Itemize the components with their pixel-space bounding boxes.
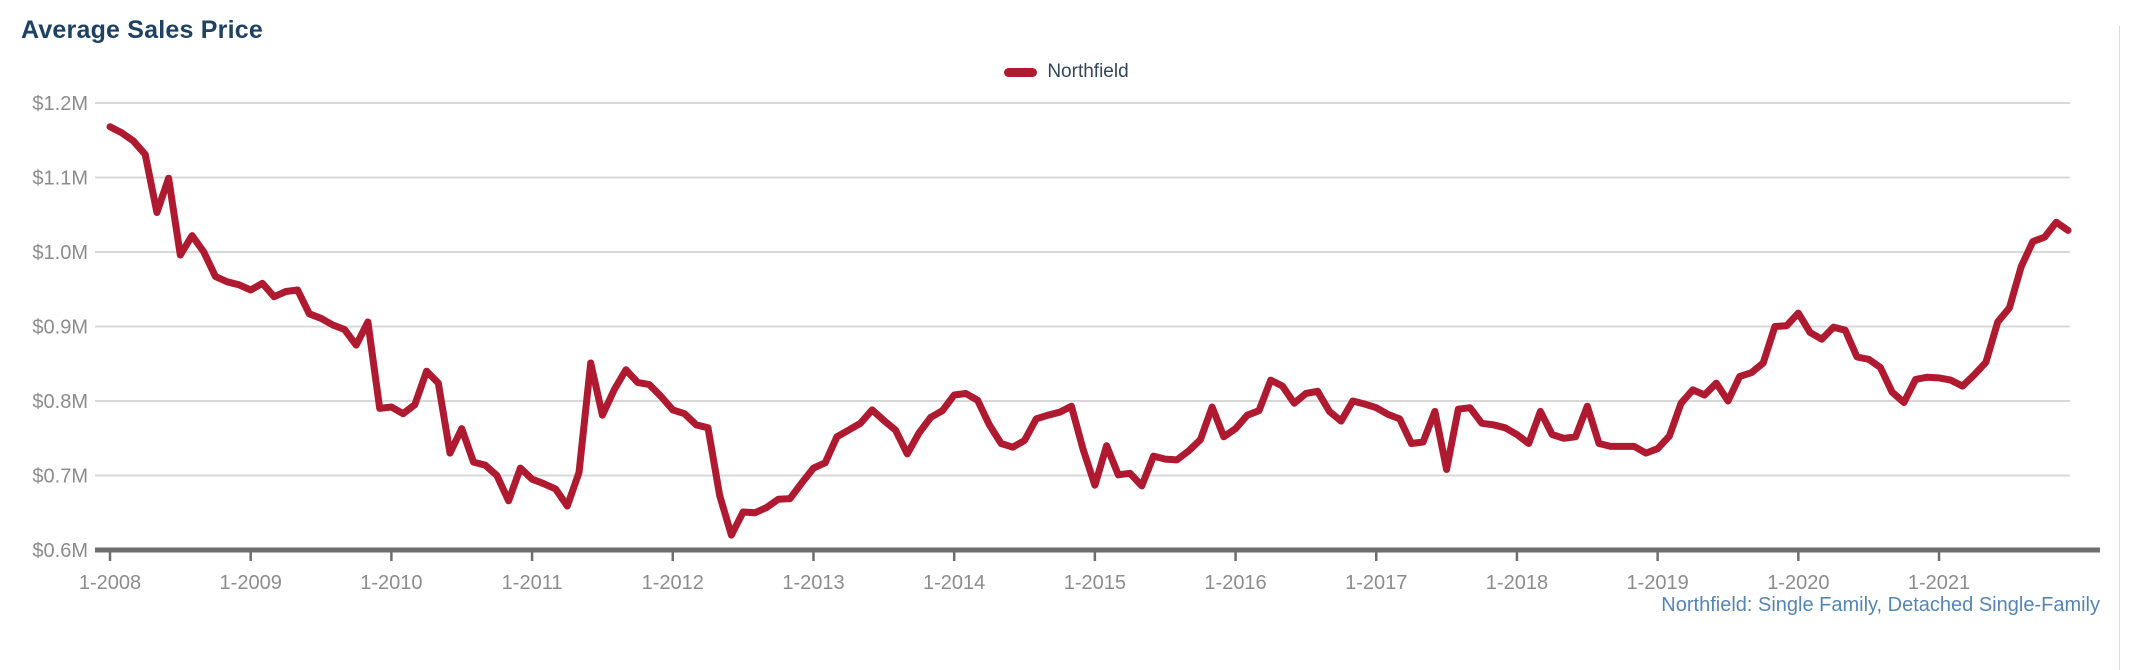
y-axis-tick-label: $0.7M [32,466,88,488]
y-axis-tick-label: $0.9M [32,317,88,339]
x-axis-tick-label: 1-2016 [1204,572,1266,594]
footer-note: Northfield: Single Family, Detached Sing… [1661,594,2100,616]
x-axis-tick-label: 1-2012 [642,572,704,594]
x-axis-tick-label: 1-2010 [360,572,422,594]
chart-title: Average Sales Price [21,16,263,44]
x-axis-tick-label: 1-2019 [1627,572,1689,594]
x-axis-tick-label: 1-2015 [1064,572,1126,594]
x-axis-tick-label: 1-2013 [782,572,844,594]
y-axis-tick-label: $1.2M [32,93,88,115]
y-axis-tick-label: $1.1M [32,168,88,190]
legend: Northfield [0,61,2133,83]
y-axis-tick-label: $1.0M [32,242,88,264]
y-axis-tick-label: $0.8M [32,391,88,413]
x-axis-tick-label: 1-2011 [502,572,563,594]
y-axis-tick-label: $0.6M [32,540,88,562]
panel-right-border [2119,26,2120,670]
x-axis-tick-label: 1-2008 [79,572,141,594]
x-axis-tick-label: 1-2009 [220,572,282,594]
x-axis-tick-label: 1-2021 [1908,572,1970,594]
legend-line-marker-icon [1004,67,1038,77]
x-axis-tick-label: 1-2017 [1345,572,1407,594]
x-axis-tick-label: 1-2014 [923,572,985,594]
x-axis-tick-label: 1-2020 [1767,572,1829,594]
legend-label: Northfield [1047,61,1129,82]
legend-item-northfield[interactable]: Northfield [1004,61,1129,83]
x-axis-tick-label: 1-2018 [1486,572,1548,594]
series-line-northfield [106,123,2072,539]
